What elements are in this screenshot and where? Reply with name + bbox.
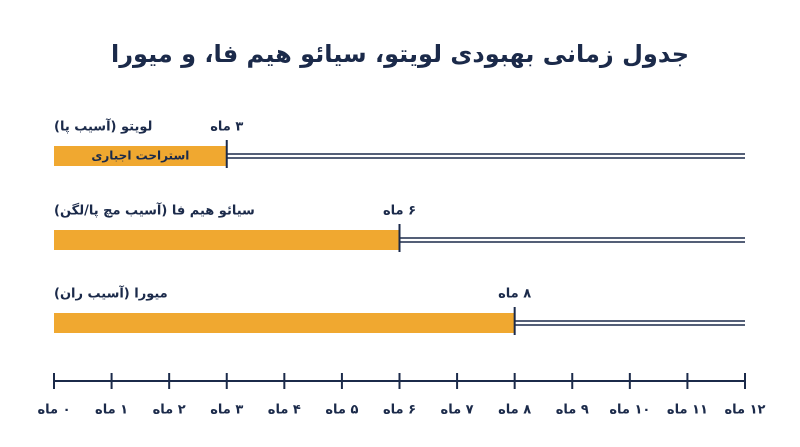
x-tick-label: ۸ ماه	[498, 403, 531, 418]
bar	[54, 230, 400, 250]
x-tick-label: ۶ ماه	[383, 403, 416, 418]
value-label: ۳ ماه	[210, 120, 243, 135]
x-tick-label: ۱۲ ماه	[724, 403, 765, 418]
x-tick-label: ۱ ماه	[95, 403, 128, 418]
x-tick-label: ۴ ماه	[268, 403, 301, 418]
bar	[54, 313, 515, 333]
value-label: ۸ ماه	[498, 287, 531, 302]
category-label: لویتو (آسیب پا)	[54, 118, 152, 135]
x-tick-label: ۱۱ ماه	[667, 403, 708, 418]
bar	[54, 146, 227, 166]
x-tick-label: ۰ ماه	[37, 403, 70, 418]
value-label: ۶ ماه	[383, 204, 416, 219]
x-tick-label: ۹ ماه	[556, 403, 589, 418]
category-label: میورا (آسیب ران)	[54, 285, 168, 302]
bar-annotation: استراحت اجباری	[91, 149, 189, 163]
x-tick-label: ۲ ماه	[153, 403, 186, 418]
x-tick-label: ۱۰ ماه	[609, 403, 650, 418]
x-tick-label: ۳ ماه	[210, 403, 243, 418]
x-tick-label: ۵ ماه	[325, 403, 358, 418]
x-tick-label: ۷ ماه	[441, 403, 474, 418]
category-label: سیائو هیم فا (آسیب مچ پا/لگن)	[54, 202, 255, 219]
chart-title: جدول زمانی بهبودی لویتو، سیائو هیم فا، و…	[111, 40, 689, 68]
